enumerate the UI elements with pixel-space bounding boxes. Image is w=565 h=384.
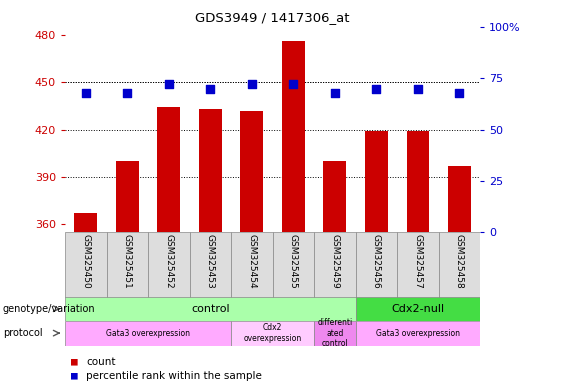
Point — [414, 85, 423, 91]
Text: count: count — [86, 357, 116, 367]
Bar — [324, 161, 346, 232]
Text: GSM325459: GSM325459 — [331, 234, 340, 289]
Text: GSM325457: GSM325457 — [414, 234, 423, 289]
Point — [164, 81, 173, 88]
Bar — [314, 321, 356, 346]
Bar — [241, 111, 263, 232]
Text: control: control — [191, 304, 229, 314]
Text: GSM325456: GSM325456 — [372, 234, 381, 289]
Text: GSM325451: GSM325451 — [123, 234, 132, 289]
Bar — [231, 321, 314, 346]
Bar — [158, 108, 180, 232]
Text: GSM325450: GSM325450 — [81, 234, 90, 289]
Point — [247, 81, 257, 88]
Bar — [439, 232, 480, 298]
Text: percentile rank within the sample: percentile rank within the sample — [86, 371, 262, 381]
Bar — [314, 232, 356, 298]
Text: GSM325458: GSM325458 — [455, 234, 464, 289]
Point — [289, 81, 298, 88]
Text: ■: ■ — [71, 357, 77, 367]
Text: Cdx2
overexpression: Cdx2 overexpression — [244, 323, 302, 343]
Bar — [148, 232, 190, 298]
Text: differenti
ated
control: differenti ated control — [318, 318, 353, 348]
Text: GSM325455: GSM325455 — [289, 234, 298, 289]
Text: ■: ■ — [71, 371, 77, 381]
Text: GSM325452: GSM325452 — [164, 234, 173, 289]
Bar — [190, 232, 231, 298]
Bar — [397, 232, 439, 298]
Bar — [273, 232, 314, 298]
Bar — [65, 232, 107, 298]
Text: Gata3 overexpression: Gata3 overexpression — [376, 329, 460, 338]
Point — [455, 89, 464, 96]
Bar — [75, 214, 97, 232]
Point — [331, 89, 340, 96]
Bar — [356, 232, 397, 298]
Point — [206, 85, 215, 91]
Bar — [448, 166, 471, 232]
Bar — [407, 131, 429, 232]
Text: GSM325453: GSM325453 — [206, 234, 215, 289]
Text: protocol: protocol — [3, 328, 42, 338]
Bar — [65, 321, 231, 346]
Point — [123, 89, 132, 96]
Text: Gata3 overexpression: Gata3 overexpression — [106, 329, 190, 338]
Title: GDS3949 / 1417306_at: GDS3949 / 1417306_at — [195, 11, 350, 24]
Point — [372, 85, 381, 91]
Bar — [356, 321, 480, 346]
Text: genotype/variation: genotype/variation — [3, 304, 95, 314]
Bar — [356, 297, 480, 321]
Bar — [107, 232, 148, 298]
Text: GSM325454: GSM325454 — [247, 234, 257, 289]
Point — [81, 89, 90, 96]
Text: Cdx2-null: Cdx2-null — [392, 304, 445, 314]
Bar — [116, 161, 138, 232]
Bar — [365, 131, 388, 232]
Bar — [65, 297, 356, 321]
Bar — [282, 41, 305, 232]
Bar — [199, 109, 221, 232]
Bar — [231, 232, 273, 298]
